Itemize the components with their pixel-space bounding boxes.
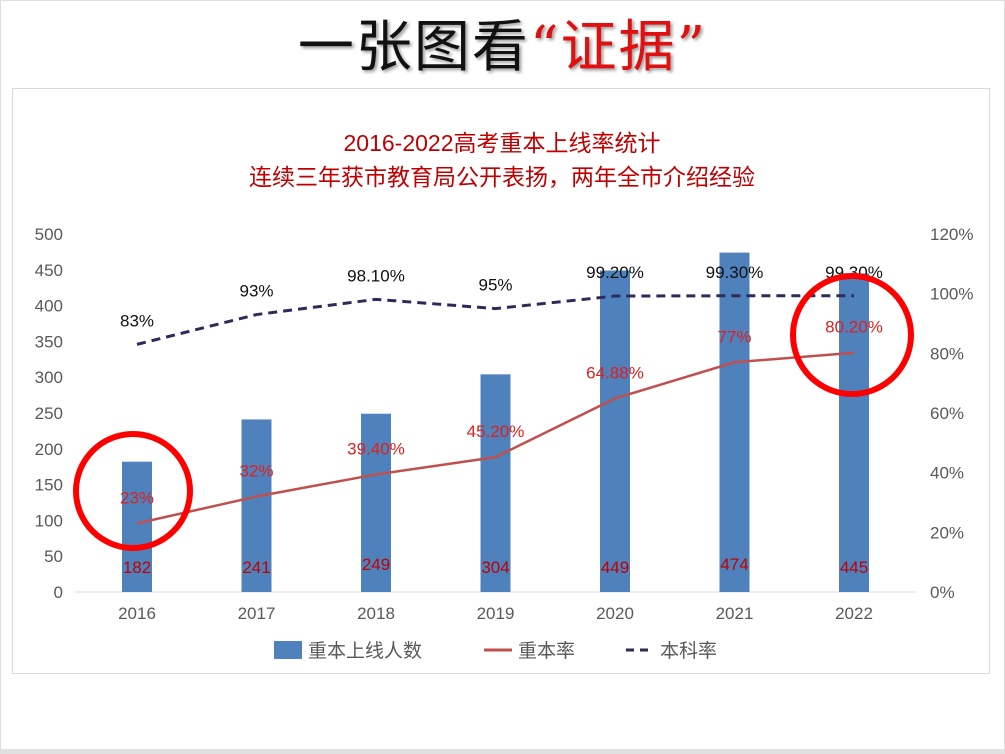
red-line-data-label: 77% — [717, 327, 751, 346]
x-axis-tick-label: 2016 — [118, 604, 156, 623]
red-line-data-label: 39.40% — [347, 439, 405, 458]
dashed-line-data-label: 93% — [239, 282, 273, 301]
left-axis-tick-label: 300 — [35, 368, 63, 387]
line-series-benke-rate — [136, 294, 854, 346]
dashed-line-data-label: 99.20% — [586, 263, 644, 282]
red-line-data-label: 23% — [120, 488, 154, 507]
bar-data-label: 474 — [720, 555, 748, 574]
left-axis-tick-label: 350 — [35, 332, 63, 351]
bar-data-label: 241 — [242, 558, 270, 577]
dashed-line-data-label: 95% — [478, 276, 512, 295]
red-line-data-label: 64.88% — [586, 363, 644, 382]
red-line-data-label: 45.20% — [467, 422, 525, 441]
chart-subtitle: 连续三年获市教育局公开表扬，两年全市介绍经验 — [249, 164, 755, 190]
annotation-circle-2016 — [73, 431, 193, 551]
x-axis-tick-label: 2019 — [477, 604, 515, 623]
x-axis-tick-label: 2021 — [716, 604, 754, 623]
x-axis-tick-label: 2022 — [835, 604, 873, 623]
left-axis-tick-label: 450 — [35, 261, 63, 280]
bar-data-label: 249 — [362, 555, 390, 574]
legend-label: 本科率 — [660, 640, 717, 662]
red-line-data-label: 80.20% — [825, 318, 883, 337]
bar-data-label: 304 — [481, 558, 509, 577]
dashed-line-data-label: 99.30% — [706, 263, 764, 282]
headline-black: 一张图看 — [297, 15, 530, 80]
left-axis-tick-label: 250 — [35, 404, 63, 423]
bar — [480, 374, 511, 592]
left-axis-tick-label: 150 — [35, 476, 63, 495]
dashed-line-data-label: 98.10% — [347, 266, 405, 285]
bar — [839, 273, 869, 592]
right-axis-tick-label: 0% — [930, 583, 955, 602]
bar — [361, 413, 391, 592]
chart-title: 2016-2022高考重本上线率统计 — [344, 130, 661, 156]
bar-data-label: 449 — [601, 558, 629, 577]
bar — [122, 461, 152, 592]
left-axis-tick-label: 400 — [35, 297, 63, 316]
annotation-circle-2022 — [790, 273, 914, 397]
right-axis-tick-label: 40% — [930, 464, 964, 483]
right-axis-tick-label: 60% — [930, 404, 964, 423]
headline-red: “证据” — [529, 15, 708, 80]
right-axis-tick-label: 20% — [930, 523, 964, 542]
legend-label: 重本率 — [518, 640, 575, 662]
red-line-data-label: 32% — [239, 462, 273, 481]
bar-data-label: 445 — [840, 558, 868, 577]
bar — [719, 252, 750, 592]
bar — [600, 270, 630, 592]
x-axis-tick-label: 2020 — [596, 604, 634, 623]
left-axis-tick-label: 100 — [35, 511, 63, 530]
bar-data-label: 182 — [123, 558, 151, 577]
dashed-line-data-label: 83% — [120, 311, 154, 330]
line-series-zhongben-rate — [136, 351, 855, 525]
left-axis-tick-label: 500 — [35, 225, 63, 244]
legend-label: 重本上线人数 — [308, 640, 422, 662]
right-axis-tick-label: 120% — [930, 225, 973, 244]
left-axis-tick-label: 200 — [35, 440, 63, 459]
left-axis-tick-label: 0 — [54, 583, 63, 602]
x-axis-tick-label: 2017 — [238, 604, 276, 623]
right-axis-tick-label: 80% — [930, 344, 964, 363]
slide-headline: 一张图看“证据” — [0, 2, 1005, 83]
right-axis-tick-label: 100% — [930, 285, 973, 304]
legend-swatch-bar — [274, 641, 302, 659]
bar — [241, 419, 272, 592]
x-axis-tick-label: 2018 — [357, 604, 395, 623]
left-axis-tick-label: 50 — [44, 547, 63, 566]
